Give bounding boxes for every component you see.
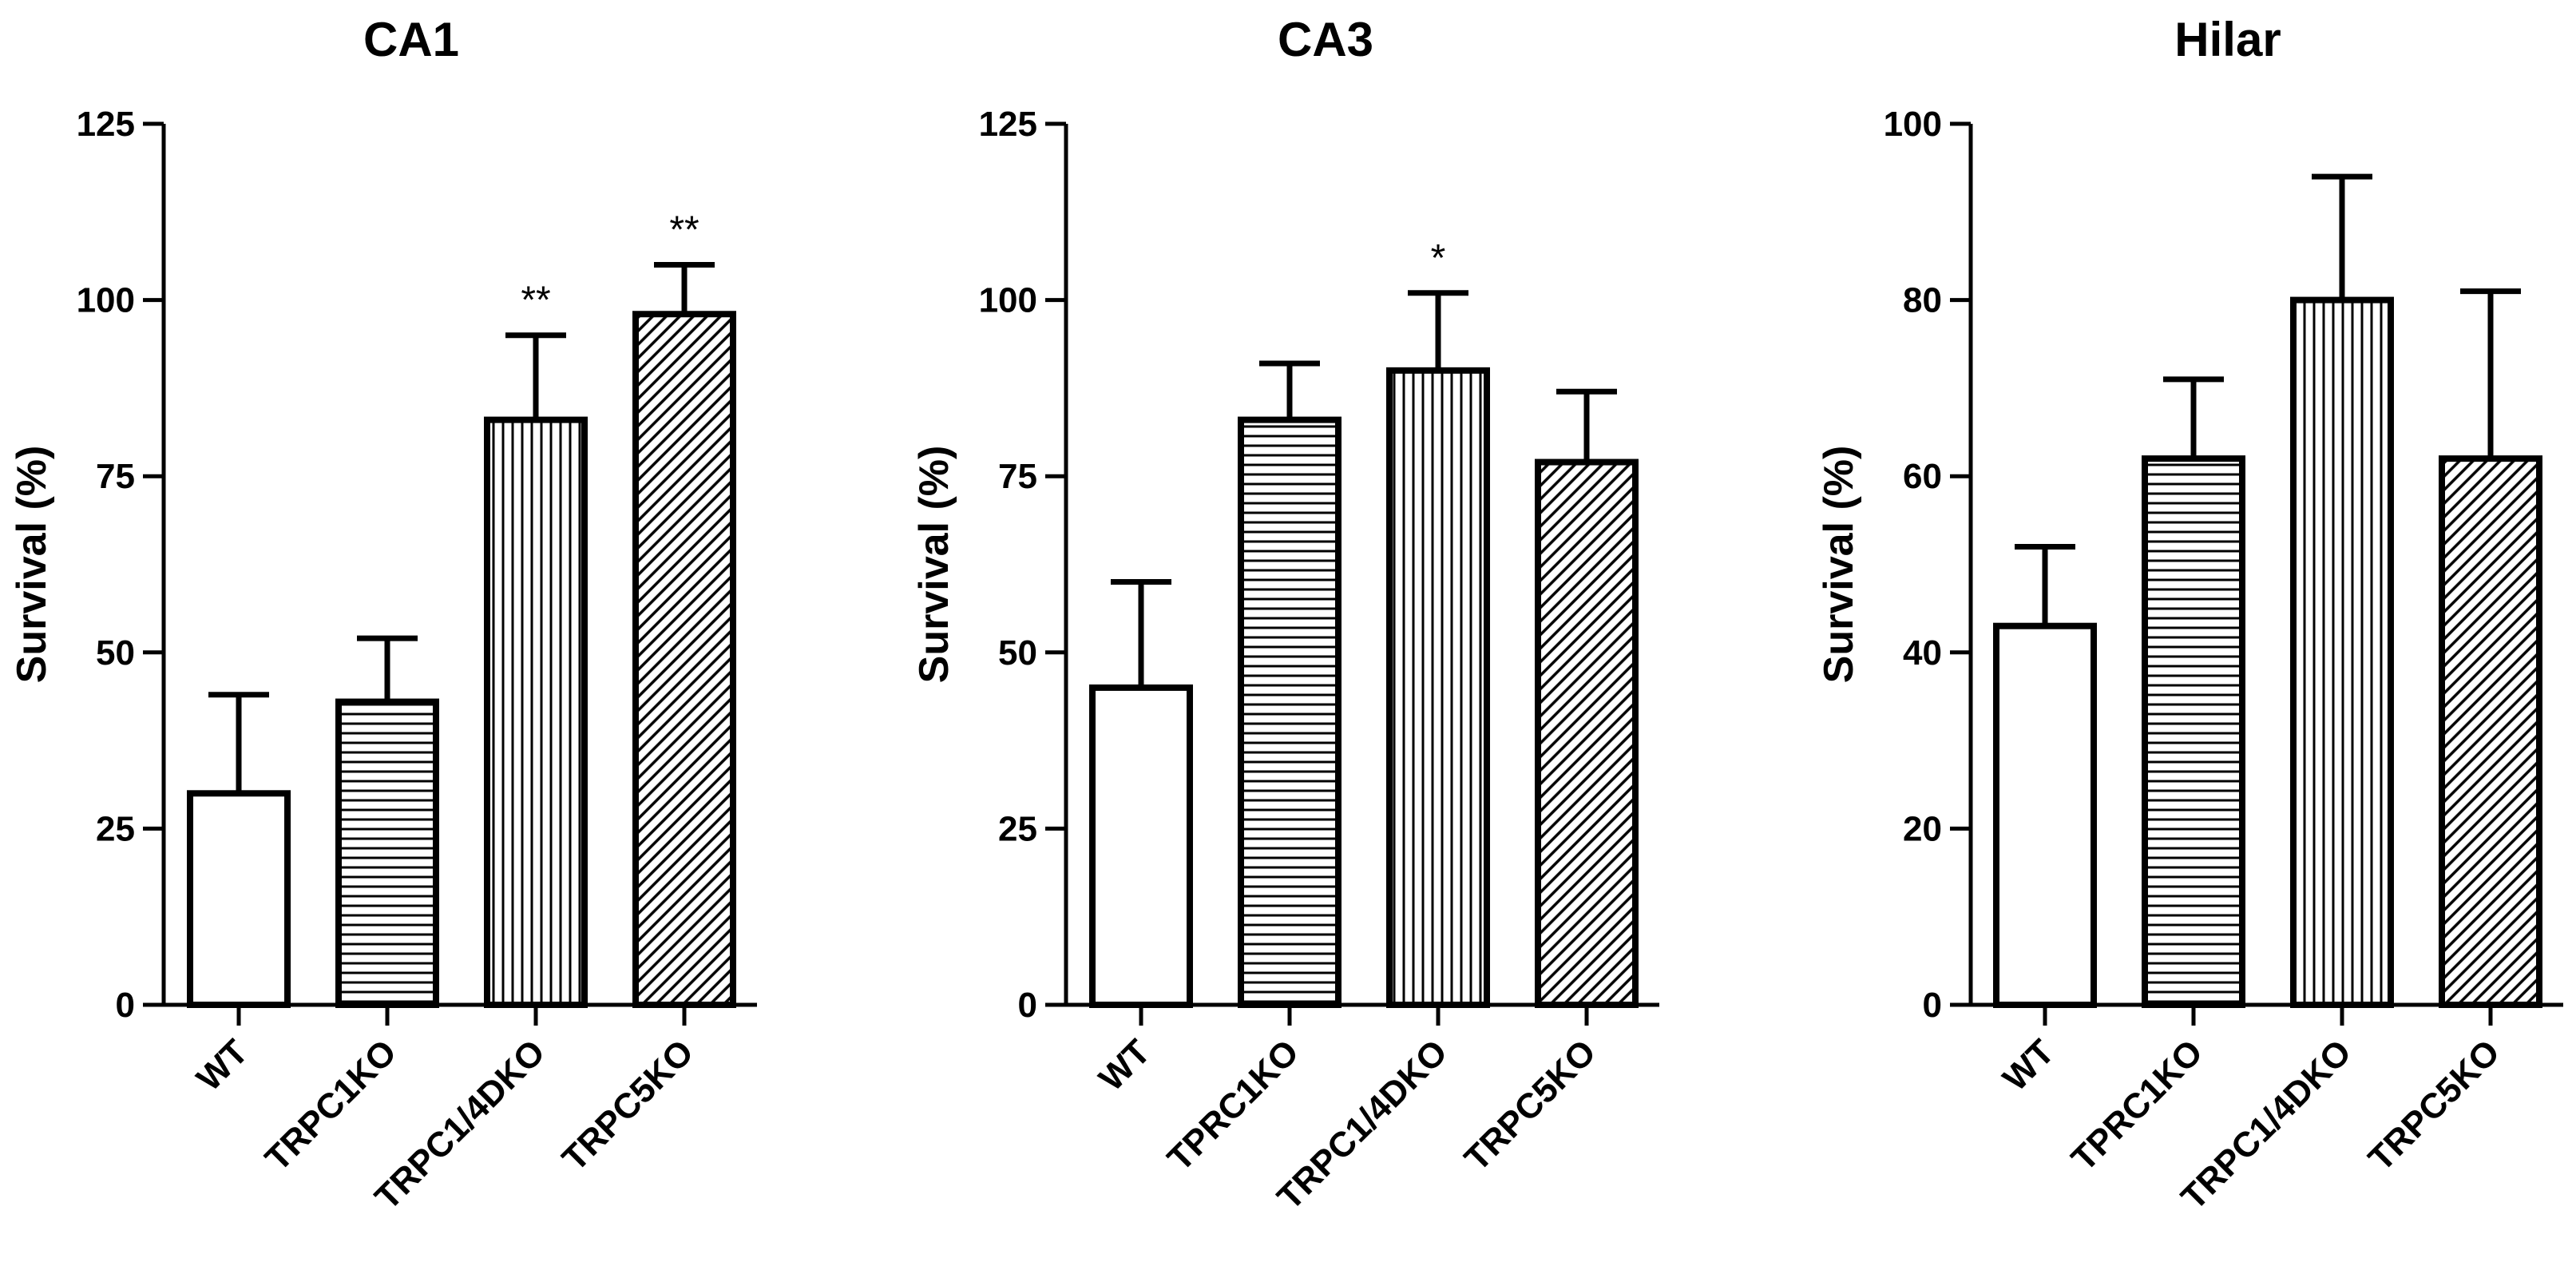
y-tick-label: 0 [1018, 986, 1037, 1025]
y-tick-label: 80 [1903, 281, 1942, 320]
x-tick-label: TPRC1KO [2064, 1032, 2210, 1178]
y-axis-label: Survival (%) [911, 446, 957, 684]
y-tick-label: 75 [96, 457, 135, 496]
chart-title: Hilar [2174, 13, 2281, 66]
y-tick-label: 125 [77, 105, 135, 144]
chart-panel-1: CA1 Survival (%) 0 25 50 75 100 125 WT TRPC1KO ** T… [9, 13, 757, 1217]
y-tick-label: 125 [979, 105, 1037, 144]
y-tick-label: 0 [1923, 986, 1942, 1025]
bar [2142, 455, 2245, 1008]
y-tick-label: 25 [96, 809, 135, 848]
bar [335, 698, 439, 1008]
chart-title: CA3 [1278, 13, 1373, 66]
bar [1238, 416, 1342, 1008]
y-tick-label: 20 [1903, 809, 1942, 848]
x-tick-label: TRPC5KO [1457, 1032, 1603, 1178]
y-tick-label: 75 [998, 457, 1037, 496]
bar [1089, 684, 1193, 1008]
y-tick-label: 100 [77, 281, 135, 320]
x-tick-label: TRPC5KO [2361, 1032, 2507, 1178]
bar [2439, 455, 2542, 1008]
y-axis-label: Survival (%) [1816, 446, 1862, 684]
y-axis-label: Survival (%) [9, 446, 55, 684]
significance-mark: ** [669, 208, 699, 251]
x-tick-label: WT [1995, 1032, 2062, 1098]
significance-mark: * [1431, 237, 1446, 280]
chart-panel-3: Hilar Survival (%) 0 20 40 60 80 100 WT TPRC1KO TR… [1816, 13, 2563, 1217]
x-tick-label: WT [189, 1032, 256, 1098]
bar [2290, 296, 2394, 1009]
y-tick-label: 50 [96, 633, 135, 673]
x-tick-label: TRPC1KO [258, 1032, 404, 1178]
bar [632, 311, 736, 1008]
y-tick-label: 100 [1884, 105, 1942, 144]
x-tick-label: WT [1092, 1032, 1158, 1098]
chart-panel-2: CA3 Survival (%) 0 25 50 75 100 125 WT TPRC1KO * TR… [911, 13, 1659, 1217]
y-tick-label: 100 [979, 281, 1037, 320]
bar [484, 416, 588, 1008]
bar [1386, 367, 1490, 1008]
bar [187, 790, 291, 1009]
x-tick-label: TPRC1KO [1160, 1032, 1306, 1178]
bar [1993, 622, 2097, 1009]
bar [1535, 458, 1639, 1008]
chart-title: CA1 [363, 13, 459, 66]
y-tick-label: 50 [998, 633, 1037, 673]
y-tick-label: 25 [998, 809, 1037, 848]
significance-mark: ** [521, 280, 550, 322]
y-tick-label: 60 [1903, 457, 1942, 496]
y-tick-label: 40 [1903, 633, 1942, 673]
y-tick-label: 0 [116, 986, 135, 1025]
x-tick-label: TRPC5KO [555, 1032, 701, 1178]
